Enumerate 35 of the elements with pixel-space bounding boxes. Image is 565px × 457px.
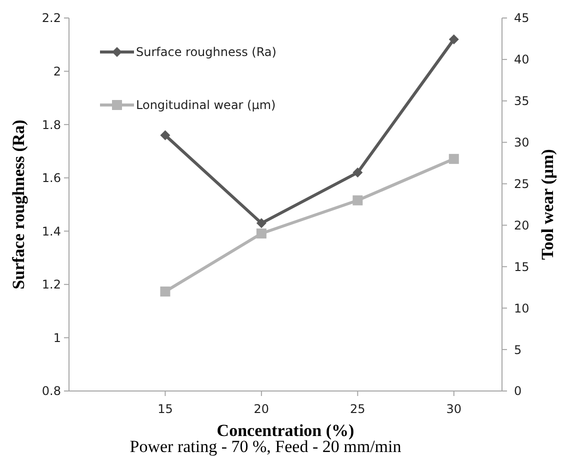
point bbox=[256, 228, 266, 239]
y2-axis-title: Tool wear (µm) bbox=[538, 149, 557, 260]
legend-label: Longitudinal wear (µm) bbox=[136, 98, 276, 112]
y-tick-label: 1.8 bbox=[42, 118, 61, 132]
y-tick-label: 1.6 bbox=[42, 171, 61, 186]
x-tick-label: 15 bbox=[158, 402, 173, 416]
y-tick-label: 0.8 bbox=[42, 384, 61, 398]
x-tick-label: 30 bbox=[446, 402, 462, 416]
point bbox=[160, 130, 170, 140]
legend-label: Surface roughness (Ra) bbox=[136, 45, 276, 60]
point bbox=[256, 218, 266, 228]
x-tick-label: 20 bbox=[254, 402, 270, 416]
point bbox=[448, 154, 459, 164]
x-tick-label: 25 bbox=[350, 402, 366, 416]
y2-tick-label: 35 bbox=[514, 94, 530, 108]
y-tick-label: 1.2 bbox=[42, 278, 61, 292]
point bbox=[352, 195, 363, 206]
y2-tick-label: 5 bbox=[514, 342, 522, 357]
y2-tick-label: 30 bbox=[514, 136, 530, 150]
point bbox=[160, 286, 170, 297]
y-tick-label: 2 bbox=[53, 64, 61, 78]
point bbox=[352, 168, 363, 178]
x-axis-title: Concentration (%) bbox=[216, 421, 354, 440]
y2-tick-label: 40 bbox=[514, 52, 530, 67]
y2-tick-label: 20 bbox=[514, 218, 530, 232]
y-tick-label: 1 bbox=[53, 330, 61, 345]
point bbox=[448, 34, 459, 44]
y-tick-label: 2.2 bbox=[42, 11, 61, 26]
y2-tick-label: 0 bbox=[514, 384, 522, 398]
y2-tick-label: 25 bbox=[514, 176, 530, 191]
y-axis-title: Surface roughness (Ra) bbox=[9, 120, 28, 290]
y2-tick-label: 45 bbox=[514, 11, 530, 26]
y-tick-label: 1.4 bbox=[42, 224, 61, 238]
y2-tick-label: 15 bbox=[514, 260, 530, 274]
y2-tick-label: 10 bbox=[514, 301, 530, 316]
